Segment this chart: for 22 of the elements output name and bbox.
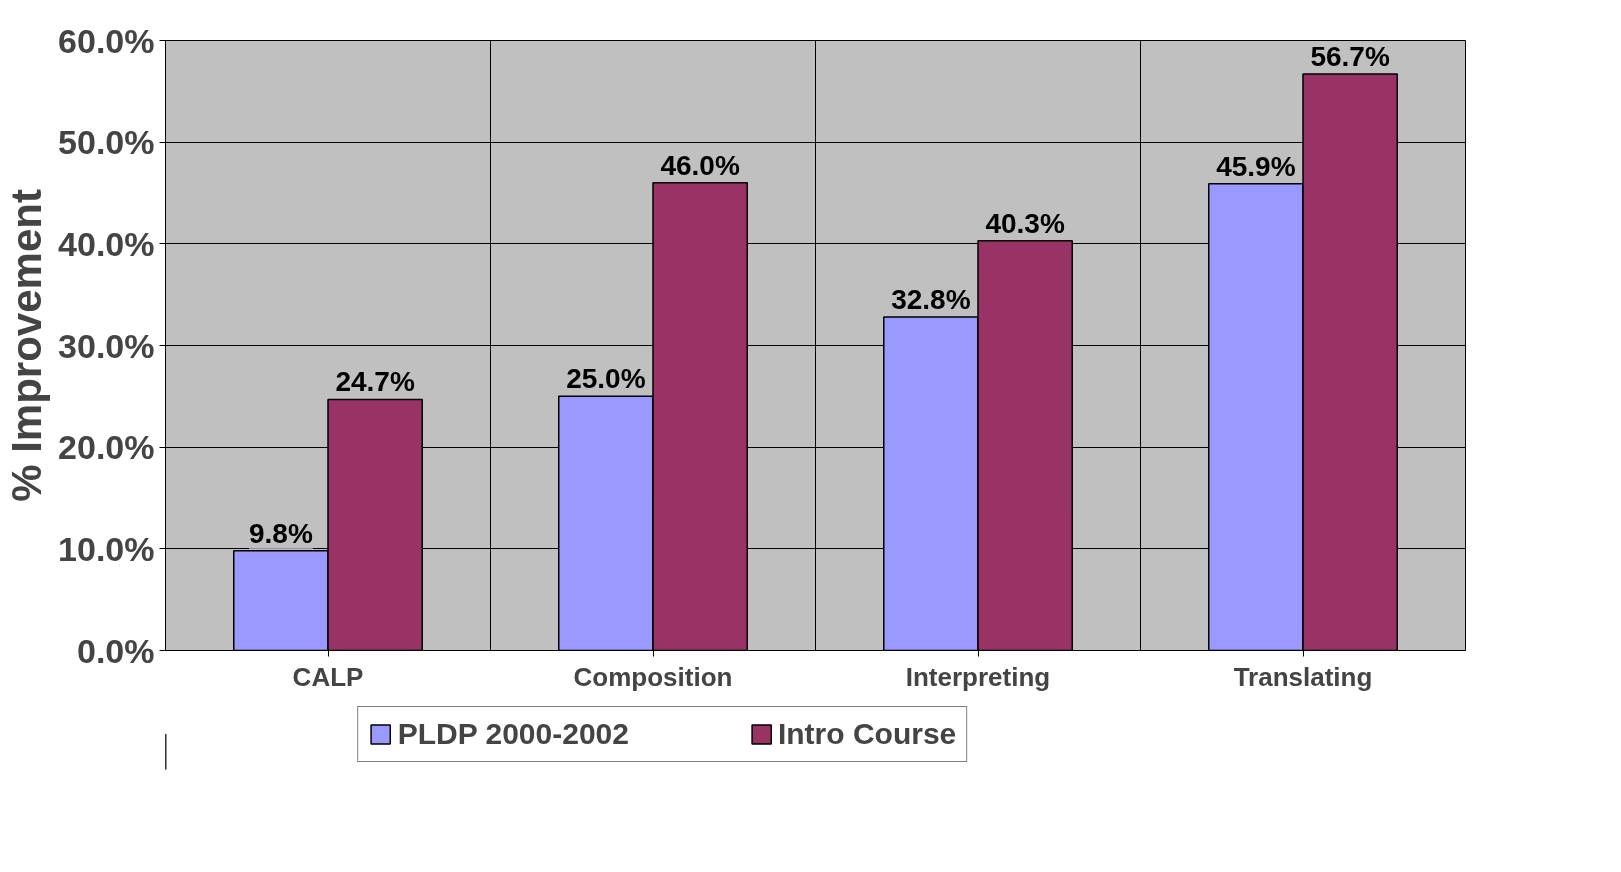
data-label: 56.7%	[1310, 41, 1390, 73]
y-tick-label: 20.0%	[58, 428, 155, 467]
x-tick-label: Composition	[573, 661, 733, 692]
y-tick-label: 60.0%	[58, 21, 155, 60]
y-tick-label: 30.0%	[58, 326, 155, 365]
y-tick-label: 10.0%	[58, 529, 155, 568]
y-tick-label: 0.0%	[77, 631, 155, 670]
y-tick-label: 40.0%	[58, 224, 155, 263]
data-label: 9.8%	[248, 517, 313, 549]
data-label: 40.3%	[985, 207, 1065, 239]
data-label: 46.0%	[660, 149, 740, 181]
data-label: 32.8%	[891, 284, 971, 316]
legend-label: PLDP 2000-2002	[397, 717, 629, 751]
x-tick-label: Translating	[1233, 661, 1373, 692]
legend-label: Intro Course	[777, 717, 957, 751]
data-label: 25.0%	[566, 363, 646, 395]
y-axis-title: % Improvement	[3, 189, 51, 502]
x-tick-label: CALP	[292, 661, 364, 692]
data-label: 45.9%	[1216, 150, 1296, 182]
x-tick-label: Interpreting	[905, 661, 1051, 692]
data-label: 24.7%	[335, 366, 415, 398]
y-tick-label: 50.0%	[58, 123, 155, 162]
